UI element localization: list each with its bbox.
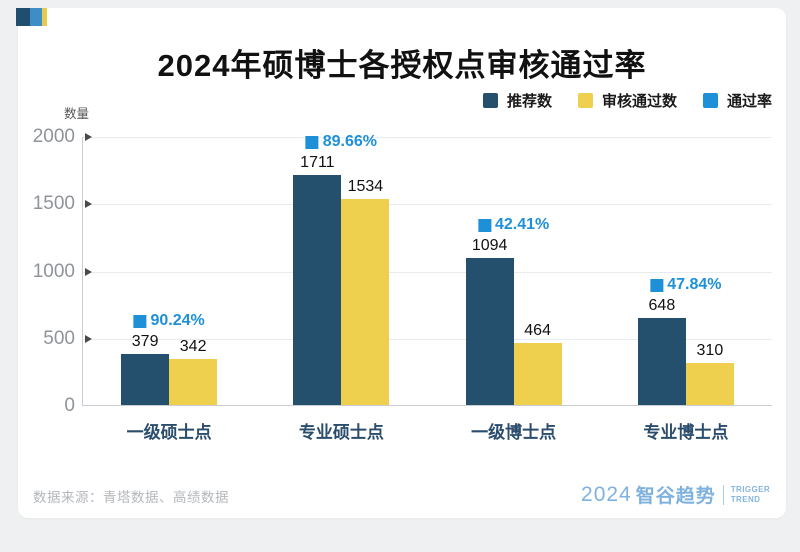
legend-swatch-recommended xyxy=(482,93,498,108)
y-tick-arrow-1500 xyxy=(85,200,92,209)
x-axis-category-label: 专业硕士点 xyxy=(298,423,384,442)
x-axis-category-label: 一级博士点 xyxy=(471,423,557,442)
logo-name: 智谷趋势 xyxy=(635,486,716,507)
legend-item-approved: 审核通过数 xyxy=(577,90,677,111)
pass-rate-value: 90.24% xyxy=(150,312,205,329)
legend-label: 通过率 xyxy=(726,93,772,110)
pass-rate-marker-icon xyxy=(305,135,319,149)
bar-value-recommended: 1711 xyxy=(300,154,335,171)
bar-pair: 1711 1534 xyxy=(293,154,390,405)
y-tick-label-2000: 2000 xyxy=(32,126,75,147)
y-tick-label-1000: 1000 xyxy=(32,260,75,282)
bar-pair: 1094 464 xyxy=(465,237,562,405)
gridline-1000 xyxy=(83,271,772,273)
logo-subtitle-line1: TRIGGER xyxy=(730,484,770,494)
flag-navy-block xyxy=(16,8,30,26)
bar-group-2: 1711 1534 89.66% 专业硕士点 xyxy=(255,133,427,442)
pass-rate-marker-icon xyxy=(477,218,491,232)
bar-approved: 342 xyxy=(169,338,218,405)
bar-recommended: 1711 xyxy=(293,154,342,405)
bar-pair: 379 342 xyxy=(121,333,218,405)
plot-area: 0 500 1000 1500 2000 379 342 90.24% 一级硕士点 1711 153… xyxy=(33,126,772,442)
bar-recommended: 1094 xyxy=(465,237,514,405)
bar-value-recommended: 1094 xyxy=(471,237,508,254)
bar-value-approved: 464 xyxy=(524,322,551,339)
gridline-500 xyxy=(83,338,772,340)
bar-value-approved: 1534 xyxy=(347,178,384,195)
flag-blue-block xyxy=(30,8,42,26)
legend: 推荐数 审核通过数 通过率 xyxy=(482,90,772,111)
bar-pair: 648 310 xyxy=(637,297,734,405)
chart-card: 2024年硕博士各授权点审核通过率 推荐数 审核通过数 通过率 数量 0 500 1… xyxy=(18,8,786,518)
brand-logo: 2024 智谷趋势 TRIGGER TREND xyxy=(581,481,770,508)
logo-separator xyxy=(722,484,724,505)
pass-rate-marker-icon xyxy=(650,278,664,292)
logo-subtitle-line2: TREND xyxy=(730,494,761,504)
logo-subtitle: TRIGGER TREND xyxy=(731,485,770,505)
logo-year: 2024 xyxy=(581,482,632,506)
y-tick-arrow-500 xyxy=(85,334,92,343)
flag-yellow-block xyxy=(42,8,47,26)
legend-swatch-pass-rate xyxy=(702,93,718,108)
brand-flag-icon xyxy=(16,8,47,26)
y-tick-label-1500: 1500 xyxy=(32,193,75,215)
data-source-note: 数据来源：青塔数据、高绩数据 xyxy=(33,490,229,505)
y-tick-label-0: 0 xyxy=(64,395,75,416)
bar-recommended: 648 xyxy=(637,297,686,405)
legend-item-recommended: 推荐数 xyxy=(482,90,552,111)
bar-value-approved: 342 xyxy=(179,338,207,355)
pass-rate-label: 47.84% xyxy=(650,276,722,294)
x-axis-category-label: 专业博士点 xyxy=(643,423,729,442)
legend-label: 审核通过数 xyxy=(601,93,677,110)
bar-approved: 464 xyxy=(513,322,562,405)
bar-recommended: 379 xyxy=(121,333,170,405)
pass-rate-value: 42.41% xyxy=(494,216,550,233)
pass-rate-label: 89.66% xyxy=(305,133,378,151)
bar-group-1: 379 342 90.24% 一级硕士点 xyxy=(83,137,255,442)
bar-approved: 1534 xyxy=(341,178,390,405)
gridline-1500 xyxy=(83,204,772,206)
y-axis-unit-label: 数量 xyxy=(64,107,90,121)
legend-label: 推荐数 xyxy=(506,93,552,110)
y-tick-label-500: 500 xyxy=(43,327,75,349)
y-tick-arrow-2000 xyxy=(85,133,92,141)
pass-rate-marker-icon xyxy=(133,314,147,328)
bar-group-3: 1094 464 42.41% 一级博士点 xyxy=(428,137,600,442)
x-axis-category-label: 一级硕士点 xyxy=(126,423,212,442)
bar-value-recommended: 648 xyxy=(648,297,676,314)
bar-group-4: 648 310 47.84% 专业博士点 xyxy=(600,137,772,442)
legend-item-pass-rate: 通过率 xyxy=(702,90,772,111)
y-tick-arrow-1000 xyxy=(85,267,92,276)
bar-value-recommended: 379 xyxy=(131,333,159,350)
pass-rate-label: 42.41% xyxy=(477,216,550,234)
chart-title: 2024年硕博士各授权点审核通过率 xyxy=(157,48,647,83)
pass-rate-label: 90.24% xyxy=(133,312,205,330)
bar-value-approved: 310 xyxy=(696,342,724,359)
bar-approved: 310 xyxy=(685,342,734,405)
pass-rate-value: 89.66% xyxy=(322,133,378,150)
legend-swatch-approved xyxy=(577,93,593,108)
gridline-2000 xyxy=(83,137,772,138)
pass-rate-value: 47.84% xyxy=(667,276,722,293)
